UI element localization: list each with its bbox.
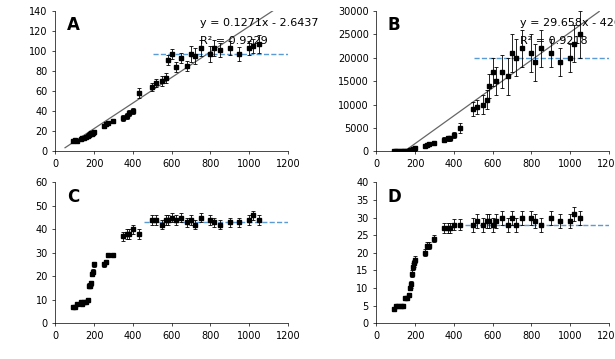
Text: C: C bbox=[67, 188, 79, 206]
Text: y = 29.658x - 4261.5: y = 29.658x - 4261.5 bbox=[520, 18, 615, 28]
Text: A: A bbox=[67, 17, 80, 34]
Text: B: B bbox=[388, 17, 400, 34]
Text: R² = 0.9229: R² = 0.9229 bbox=[199, 36, 268, 46]
Text: R² = 0.9218: R² = 0.9218 bbox=[520, 36, 588, 46]
Text: y = 0.1271x - 2.6437: y = 0.1271x - 2.6437 bbox=[199, 18, 318, 28]
Text: D: D bbox=[388, 188, 402, 206]
